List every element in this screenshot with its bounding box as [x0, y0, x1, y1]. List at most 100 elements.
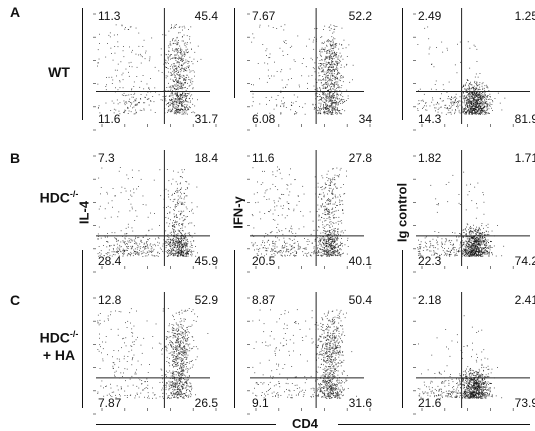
data-point: [328, 203, 329, 204]
data-point: [175, 108, 176, 109]
data-point: [166, 63, 167, 64]
data-point: [459, 203, 460, 204]
data-point: [318, 80, 319, 81]
data-point: [328, 72, 329, 73]
data-point: [326, 100, 327, 101]
data-point: [335, 237, 336, 238]
data-point: [133, 97, 134, 98]
data-point: [321, 99, 322, 100]
data-point: [253, 101, 254, 102]
data-point: [325, 212, 326, 213]
data-point: [474, 82, 475, 83]
data-point: [448, 110, 449, 111]
data-point: [328, 71, 329, 72]
data-point: [469, 87, 470, 88]
data-point: [458, 106, 459, 107]
data-point: [330, 234, 331, 235]
data-point: [473, 225, 474, 226]
data-point: [331, 86, 332, 87]
quadrant-label-lower-right: 34: [359, 112, 373, 126]
data-point: [323, 69, 324, 70]
data-point: [478, 77, 479, 78]
data-point: [190, 79, 191, 80]
data-point: [330, 245, 331, 246]
data-point: [465, 84, 466, 85]
data-point: [329, 250, 330, 251]
data-point: [182, 217, 183, 218]
data-point: [188, 249, 189, 250]
data-point: [475, 112, 476, 113]
data-point: [182, 99, 183, 100]
data-point: [479, 82, 480, 83]
data-point: [433, 247, 434, 248]
data-point: [338, 229, 339, 230]
data-point: [179, 245, 180, 246]
data-point: [181, 193, 182, 194]
data-point: [333, 66, 334, 67]
data-point: [464, 111, 465, 112]
data-point: [326, 76, 327, 77]
data-point: [149, 238, 150, 239]
data-point: [328, 75, 329, 76]
data-point: [484, 100, 485, 101]
data-point: [320, 106, 321, 107]
data-point: [108, 203, 109, 204]
data-point: [468, 109, 469, 110]
data-point: [482, 105, 483, 106]
data-point: [186, 195, 187, 196]
data-point: [170, 243, 171, 244]
data-point: [176, 224, 177, 225]
data-point: [182, 88, 183, 89]
data-point: [467, 79, 468, 80]
data-point: [194, 72, 195, 73]
data-point: [329, 225, 330, 226]
data-point: [124, 93, 125, 94]
data-point: [327, 105, 328, 106]
data-point: [179, 244, 180, 245]
data-point: [116, 241, 117, 242]
data-point: [168, 83, 169, 84]
data-point: [320, 194, 321, 195]
data-point: [328, 90, 329, 91]
data-point: [481, 112, 482, 113]
data-point: [105, 86, 106, 87]
data-point: [468, 102, 469, 103]
data-point: [177, 105, 178, 106]
data-point: [172, 108, 173, 109]
data-point: [111, 77, 112, 78]
data-point: [330, 101, 331, 102]
data-point: [254, 250, 255, 251]
data-point: [465, 244, 466, 245]
data-point: [144, 110, 145, 111]
data-point: [174, 217, 175, 218]
data-point: [305, 253, 306, 254]
data-point: [264, 237, 265, 238]
data-point: [463, 249, 464, 250]
data-point: [342, 200, 343, 201]
data-point: [481, 93, 482, 94]
data-point: [176, 57, 177, 58]
data-point: [469, 253, 470, 254]
data-point: [342, 28, 343, 29]
data-point: [324, 74, 325, 75]
data-point: [177, 107, 178, 108]
data-point: [191, 71, 192, 72]
data-point: [478, 108, 479, 109]
data-point: [108, 35, 109, 36]
data-point: [185, 249, 186, 250]
data-point: [177, 238, 178, 239]
data-point: [137, 104, 138, 105]
data-point: [139, 102, 140, 103]
data-point: [475, 83, 476, 84]
data-point: [338, 246, 339, 247]
data-point: [182, 94, 183, 95]
data-point: [460, 243, 461, 244]
data-point: [175, 107, 176, 108]
data-point: [188, 63, 189, 64]
data-point: [296, 255, 297, 256]
data-point: [325, 206, 326, 207]
data-point: [178, 111, 179, 112]
data-point: [337, 252, 338, 253]
data-point: [99, 43, 100, 44]
data-point: [128, 227, 129, 228]
